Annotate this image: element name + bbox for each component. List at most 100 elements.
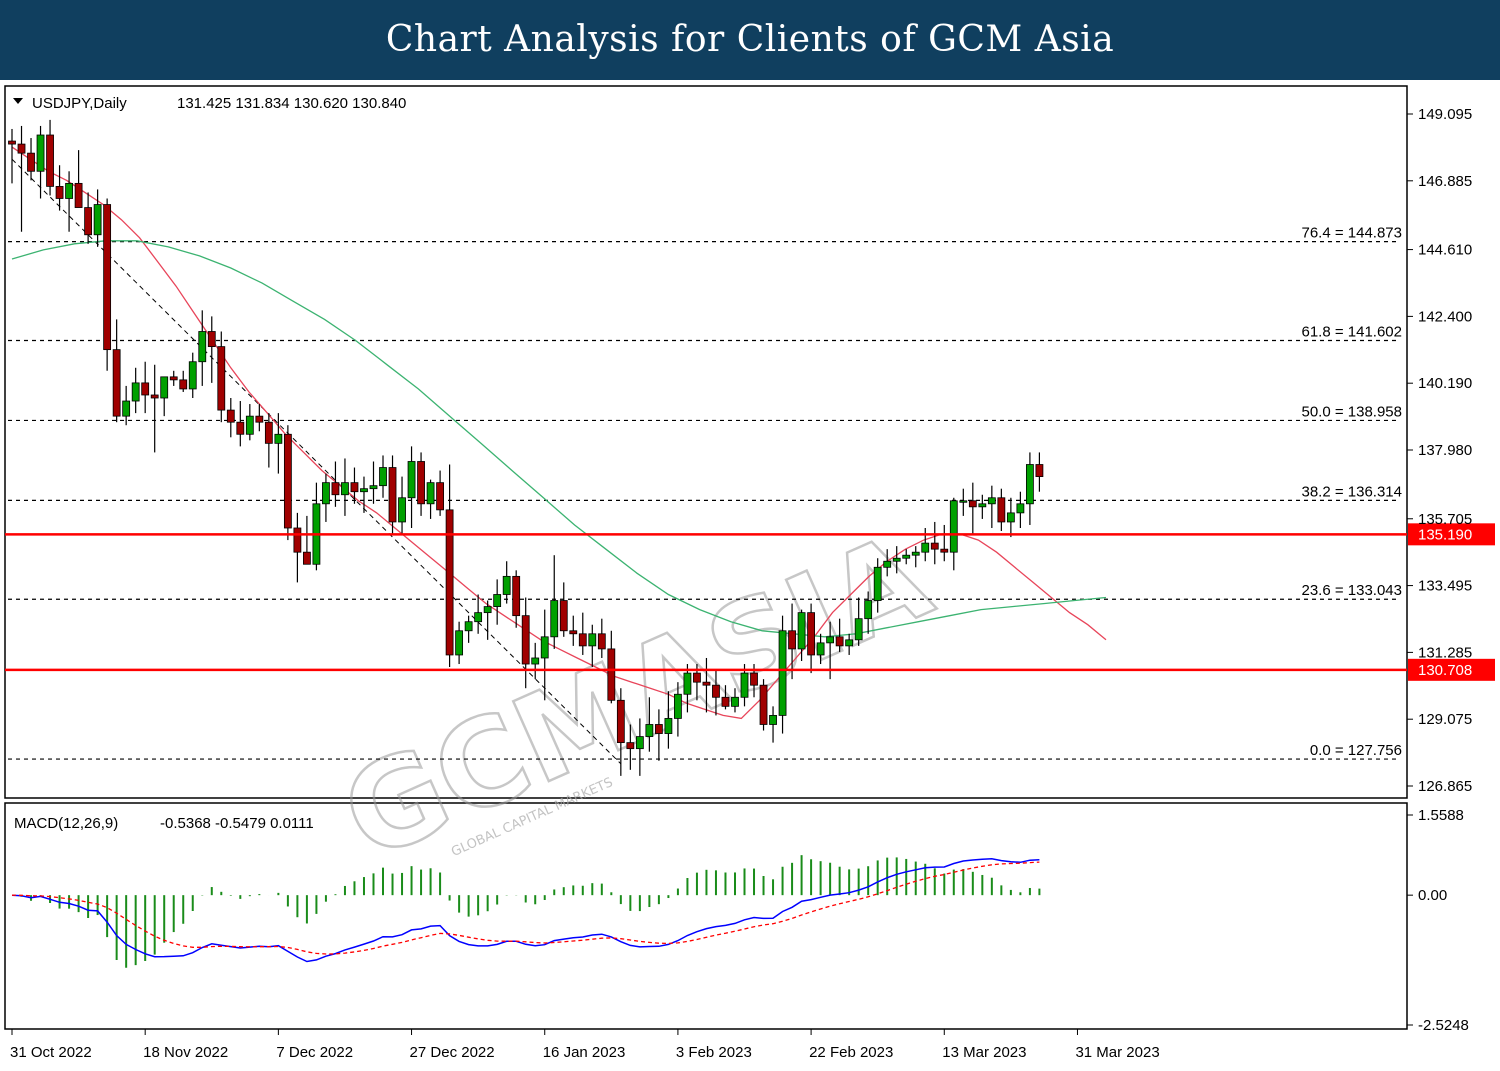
banner-title: Chart Analysis for Clients of GCM Asia: [385, 19, 1115, 60]
candle: [731, 688, 739, 713]
macd-tick-label: -2.5248: [1418, 1017, 1469, 1034]
candle: [902, 549, 911, 565]
price-tick-label: 129.075: [1418, 711, 1472, 728]
time-tick-label: 22 Feb 2023: [809, 1044, 893, 1061]
horizontal-lines[interactable]: 135.190 130.708: [5, 523, 1495, 681]
ma-fast-line: [11, 146, 1107, 720]
candle: [816, 633, 825, 665]
candle: [103, 198, 112, 371]
candle: [8, 128, 16, 184]
candle: [74, 150, 83, 208]
candle: [112, 319, 121, 423]
fib-label: 61.8 = 141.602: [1301, 324, 1402, 341]
candle: [911, 546, 920, 568]
fib-label: 76.4 = 144.873: [1301, 225, 1402, 242]
candle: [436, 470, 444, 516]
price-tick-label: 146.885: [1418, 173, 1472, 190]
candle: [264, 413, 273, 468]
macd-values: -0.5368 -0.5479 0.0111: [160, 815, 314, 832]
collapse-arrow-icon[interactable]: [13, 98, 23, 104]
candle: [645, 697, 654, 752]
price-tick-label: 140.190: [1418, 375, 1472, 392]
candle: [521, 597, 530, 689]
level-tag: [1408, 523, 1495, 546]
level-tag-label: 130.708: [1418, 662, 1472, 679]
candle: [388, 455, 397, 535]
candle: [883, 549, 892, 577]
candle: [93, 189, 102, 247]
candle: [379, 455, 387, 498]
ohlc-values: 131.425 131.834 130.620 130.840: [177, 95, 406, 112]
candle: [141, 361, 150, 414]
candle: [1006, 497, 1015, 538]
fib-label: 50.0 = 138.958: [1301, 403, 1402, 420]
macd-plot-frame: [4, 802, 1408, 1030]
candle: [864, 591, 873, 634]
candle: [531, 642, 540, 680]
fib-layer: 76.4 = 144.873 61.8 = 141.602 50.0 = 138.9…: [8, 158, 1402, 765]
candle: [417, 452, 425, 516]
candle: [987, 485, 996, 528]
fib-label: 23.6 = 133.043: [1301, 582, 1402, 599]
candle: [788, 603, 796, 680]
candle: [493, 579, 502, 625]
candle: [588, 624, 597, 668]
candle: [702, 657, 711, 713]
time-tick-label: 16 Jan 2023: [543, 1044, 626, 1061]
candle: [198, 310, 207, 386]
candle: [712, 670, 720, 716]
candle: [455, 621, 464, 665]
chart-area[interactable]: GCMASIA GLOBAL CAPITAL MARKETS 76.4 = 14…: [0, 80, 1500, 1071]
time-axis: 31 Oct 2022 18 Nov 2022 7 Dec 2022 27 Dec 2…: [10, 1029, 1160, 1061]
candle: [283, 425, 292, 541]
candle: [807, 603, 815, 674]
candle: [122, 385, 131, 426]
candle: [150, 364, 159, 453]
candle: [27, 138, 35, 181]
candle: [188, 352, 197, 399]
candle: [512, 570, 521, 628]
candle: [169, 370, 178, 386]
candle: [217, 331, 226, 423]
candle: [293, 512, 302, 583]
candle: [245, 404, 254, 441]
level-tag: [1408, 658, 1495, 681]
price-axis: 149.095 146.885 144.610 142.400 140.190 137.9…: [1407, 106, 1472, 795]
candle: [721, 685, 730, 710]
candle: [236, 401, 245, 447]
candle: [835, 618, 844, 652]
candle: [398, 476, 406, 535]
candle: [616, 688, 625, 776]
candle: [607, 630, 616, 704]
price-tick-label: 133.495: [1418, 578, 1472, 595]
price-tick-label: 144.610: [1418, 242, 1472, 259]
time-tick-label: 27 Dec 2022: [410, 1044, 495, 1061]
candle: [797, 609, 806, 662]
candle: [997, 488, 1006, 532]
price-tick-label: 142.400: [1418, 308, 1472, 325]
candle: [36, 125, 45, 199]
time-tick-label: 7 Dec 2022: [276, 1044, 353, 1061]
candle: [426, 479, 435, 519]
candle: [578, 612, 587, 655]
candle: [569, 615, 578, 646]
fib-label: 38.2 = 136.314: [1301, 483, 1402, 500]
candle: [654, 709, 663, 761]
candle: [683, 664, 692, 713]
level-tag-label: 135.190: [1418, 526, 1472, 543]
candle: [474, 594, 483, 634]
time-tick-label: 3 Feb 2023: [676, 1044, 752, 1061]
candle: [959, 488, 968, 516]
candle: [597, 618, 606, 658]
candle: [550, 555, 559, 649]
candle: [769, 706, 777, 743]
candle: [559, 582, 568, 637]
candle: [360, 476, 368, 513]
price-tick-label: 126.865: [1418, 778, 1472, 795]
candle: [930, 521, 939, 565]
candle: [664, 691, 673, 749]
candle: [940, 524, 949, 562]
candle: [322, 473, 330, 522]
candles: [8, 119, 1044, 776]
ma-slow-line: [11, 240, 1107, 638]
